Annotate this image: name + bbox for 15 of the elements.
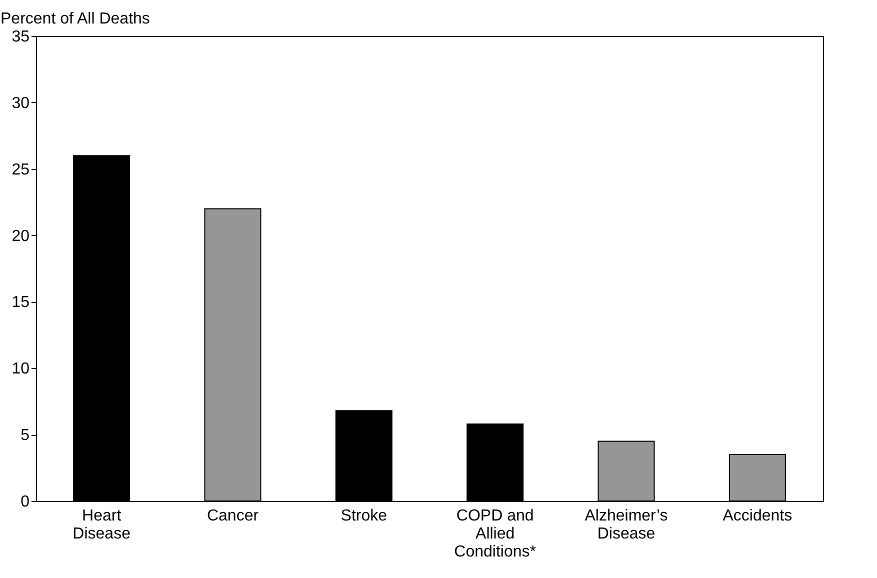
y-tick-label: 35 — [12, 28, 30, 46]
x-tick-label: Stroke — [340, 508, 388, 524]
y-tick-label: 20 — [12, 228, 30, 245]
y-tick-label: 25 — [12, 161, 30, 178]
x-tick-label: Alzheimer’s Disease — [584, 508, 668, 542]
y-axis-title: Percent of All Deaths — [0, 10, 150, 28]
y-tick-label: 5 — [20, 427, 30, 444]
y-tick-label: 30 — [12, 94, 30, 112]
x-tick-label: Accidents — [722, 508, 792, 524]
x-tick-label: Heart Disease — [72, 508, 131, 542]
y-tick-label: 0 — [20, 494, 30, 510]
y-tick-label: 15 — [12, 294, 30, 312]
x-tick-label: Cancer — [206, 508, 260, 524]
y-tick-label: 10 — [12, 360, 30, 378]
x-tick-label: COPD and Allied Conditions* — [454, 508, 536, 560]
